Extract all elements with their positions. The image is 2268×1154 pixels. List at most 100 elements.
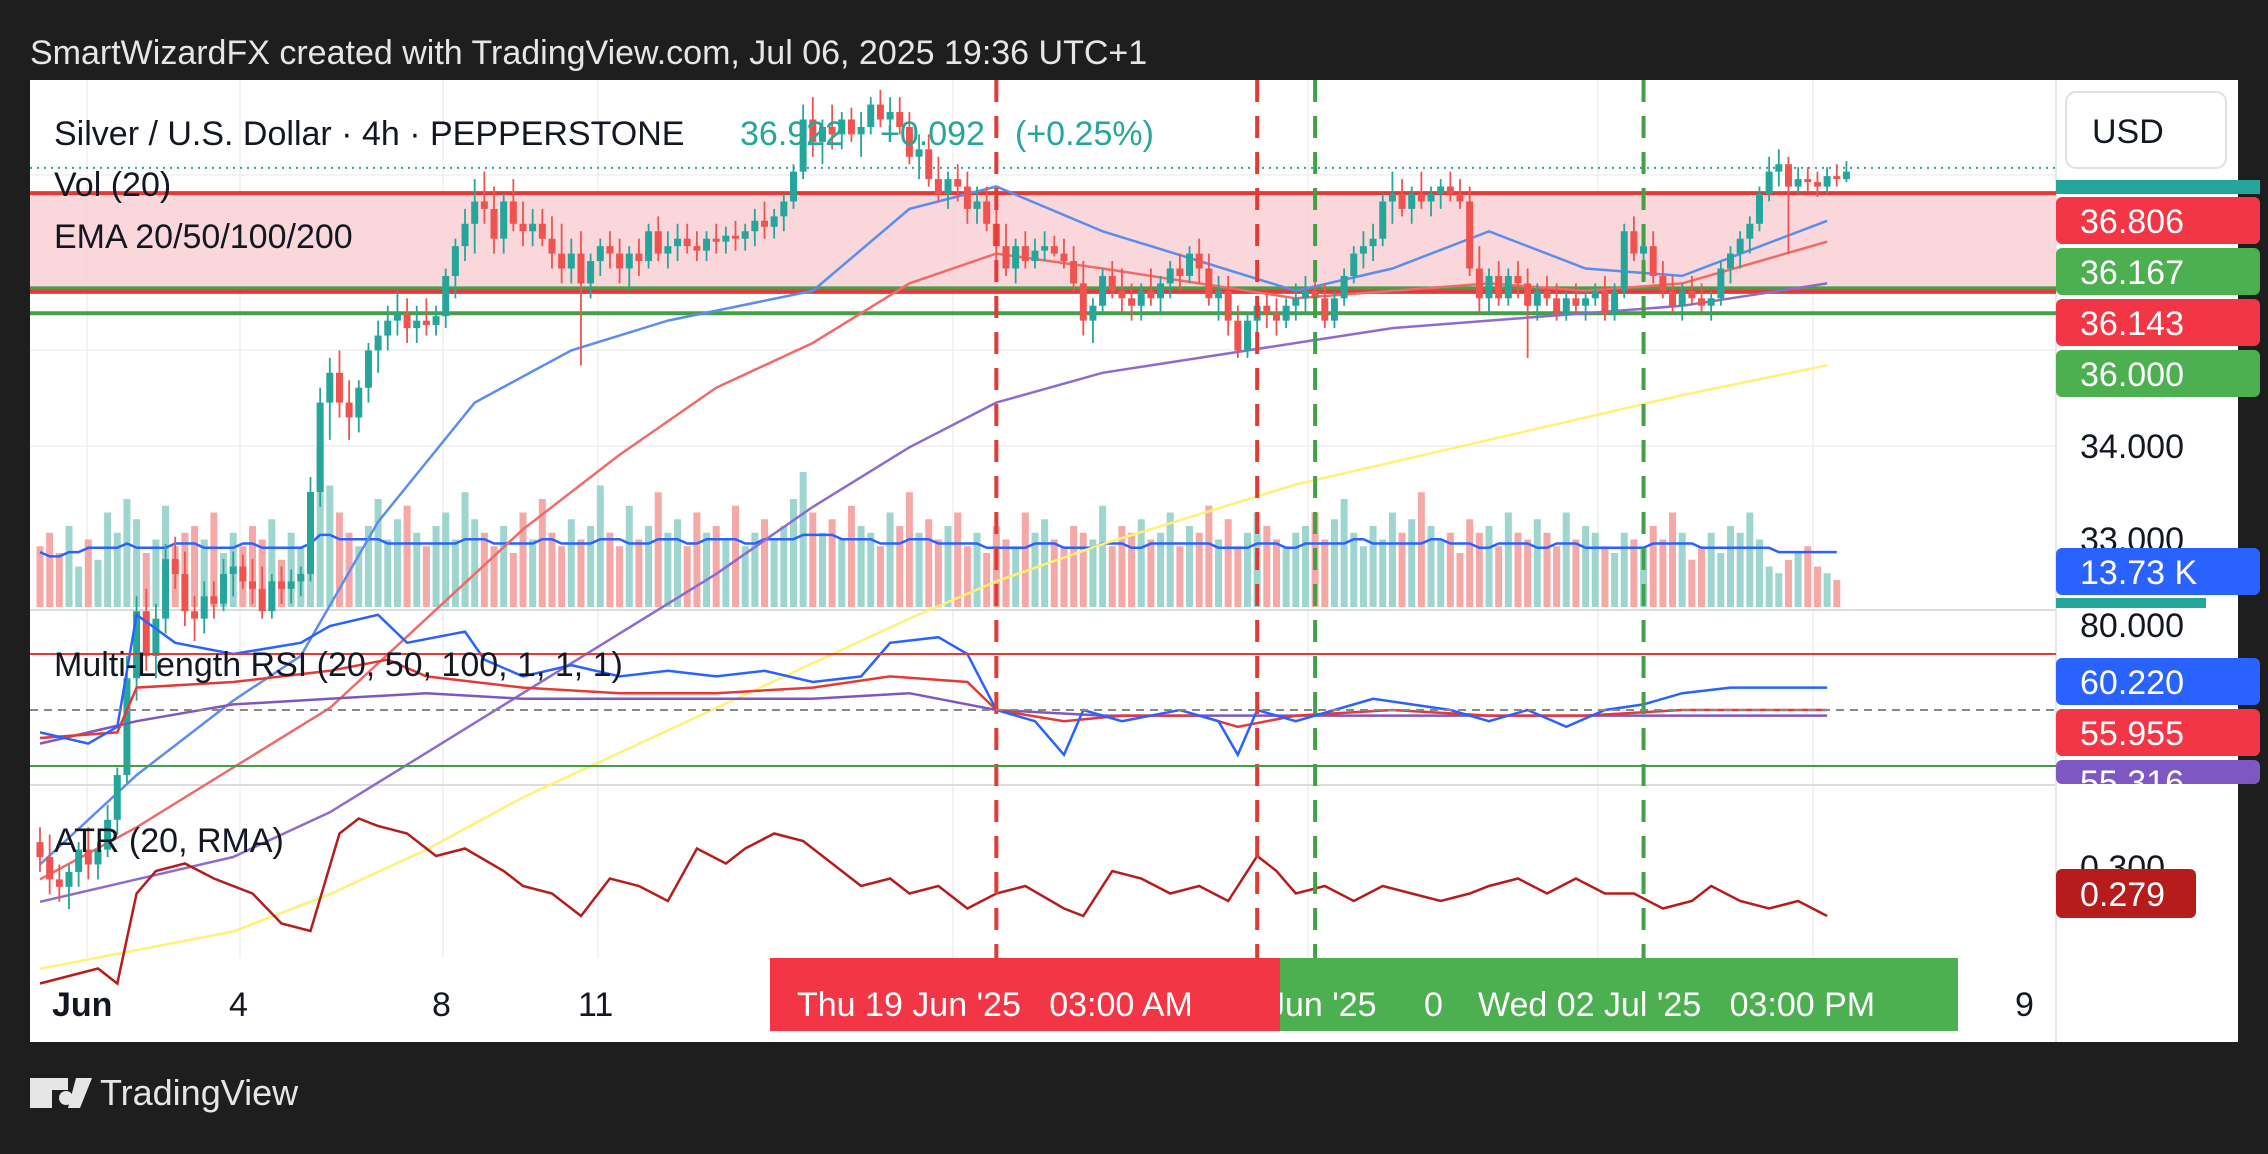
candle-body [799,119,807,172]
candle-body [1176,268,1184,276]
candle-body [384,320,392,336]
volume-bar [1495,546,1503,607]
candle [413,305,421,343]
volume-bar [683,546,691,607]
volume-bar [432,526,440,607]
candle-body [123,678,131,776]
candle [809,97,817,157]
volume-bar [1128,532,1136,607]
volume-bar [1485,526,1493,607]
volume-bar [751,532,759,607]
candle [1553,283,1561,321]
candle [1176,253,1184,291]
volume-bar [1021,512,1029,607]
time-label-11: 11 [578,986,613,1024]
candle [471,179,479,254]
candle [876,89,884,127]
candle [1041,231,1049,262]
volume-layer [36,445,1841,607]
volume-bar [1591,532,1599,607]
volume-bar [326,485,334,607]
candle [847,107,855,142]
candle-body [1021,246,1029,262]
candle [1611,283,1619,321]
candle [751,208,759,247]
volume-bar [645,526,653,607]
candle [616,238,624,284]
currency-button[interactable] [2065,91,2227,169]
candle [896,97,904,135]
volume-bar [1630,539,1638,607]
volume-bar [1514,532,1522,607]
volume-bar [1427,526,1435,607]
volume-bar [1292,532,1300,607]
candle-body [1070,261,1078,284]
candle [635,238,643,276]
candle [258,566,266,619]
candle-body [84,849,92,865]
volume-bar [596,485,604,607]
candle-body [1640,246,1648,254]
candle-body [335,372,343,403]
volume-badge-edge [2056,598,2206,608]
candle-body [1330,298,1338,321]
candle [181,551,189,627]
candle [104,804,112,858]
candle-body [770,216,778,227]
candle-body [1388,194,1396,202]
candle [1244,313,1251,358]
candle-body [1118,290,1126,299]
volume-bar [587,526,595,607]
candle-body [567,253,575,269]
volume-bar [1640,546,1648,607]
candle-body [1688,290,1696,299]
candle-body [422,320,430,326]
badge-atr-text: 0.279 [2080,876,2165,914]
volume-bar [1205,505,1213,607]
volume-bar [55,553,63,607]
volume-bar [1060,546,1068,607]
candle-body [374,335,382,351]
candle-body [1630,231,1638,254]
candle-body [403,313,411,329]
logo-part [30,1078,68,1090]
price-axis: USD 34.000 33.000 36.806 36.167 36.143 3… [2056,91,2260,608]
candle [1050,235,1058,257]
candle [1813,171,1821,197]
candle-body [944,179,952,194]
volume-bar [1002,539,1010,607]
candle [1089,298,1097,343]
volume-bar [268,519,276,607]
candle-body [847,119,855,135]
candle-body [490,208,498,239]
candle-body [625,253,633,269]
volume-bar [1359,546,1367,607]
candle [770,208,778,239]
volume-bar [1678,532,1686,607]
candle-body [1804,179,1812,183]
candle-body [451,246,459,276]
volume-bar [1224,519,1232,607]
candle-body [442,275,450,317]
candle [587,253,595,299]
candle [1292,283,1300,321]
candle-body [1504,275,1512,299]
candle [171,536,179,589]
candle-body [46,857,54,880]
candle [1659,261,1667,299]
candle-body [934,179,942,194]
candle-body [1340,275,1348,299]
candle [1533,283,1541,321]
candle [867,97,875,135]
atr-layer [39,817,1828,986]
candle [75,842,83,887]
candle [1707,290,1715,321]
candle [732,220,740,251]
candle-body [587,261,595,284]
candle-body [162,559,170,619]
candle-body [1707,298,1715,306]
volume-bar [1263,526,1271,607]
candle-body [191,611,199,619]
volume-bar [548,532,556,607]
candle-body [1727,253,1734,269]
